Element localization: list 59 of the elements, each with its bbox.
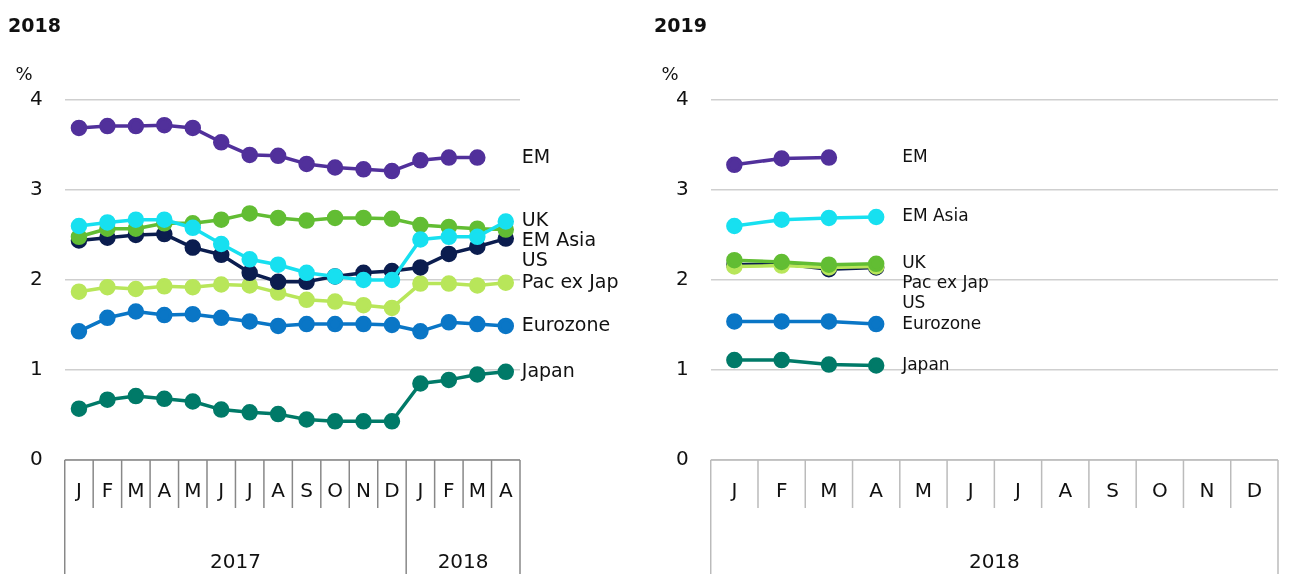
y-tick-label: 4 — [29, 86, 43, 111]
y-tick-label: 2 — [29, 266, 43, 291]
x-tick-label: O — [1151, 478, 1168, 503]
x-tick-label: O — [327, 478, 343, 503]
series-label: EM Asia — [521, 228, 597, 251]
x-tick-label: N — [1199, 478, 1215, 503]
x-tick-label: M — [127, 478, 145, 503]
y-tick-label: 2 — [675, 266, 689, 291]
y-tick-label: 1 — [29, 356, 43, 381]
series-label: US — [521, 248, 548, 271]
series-label: Japan — [520, 358, 575, 381]
text: 2018 — [437, 549, 489, 573]
text: 2018 — [968, 549, 1020, 573]
y-tick-label: 1 — [675, 356, 689, 381]
x-tick-label: M — [914, 478, 933, 503]
x-tick-label: M — [468, 478, 486, 503]
y-tick-label: 3 — [29, 176, 43, 201]
x-tick-label: A — [1058, 478, 1073, 503]
x-tick-label: A — [498, 478, 513, 503]
x-tick-label: M — [184, 478, 202, 503]
y-axis-title: % — [661, 63, 679, 84]
x-tick-label: A — [157, 478, 172, 503]
x-tick-label: J — [415, 478, 424, 503]
series-label: UK — [902, 252, 927, 273]
x-tick-label: J — [729, 478, 738, 503]
y-tick-label: 4 — [675, 86, 689, 111]
series-label: EM Asia — [902, 205, 969, 226]
x-tick-label: J — [244, 478, 253, 503]
series-label: Pac ex Jap — [902, 272, 989, 293]
y-axis-title: % — [15, 63, 33, 84]
x-tick-label: D — [384, 478, 400, 503]
x-tick-label: N — [356, 478, 371, 503]
x-tick-label: F — [775, 478, 788, 503]
series-label: Pac ex Jap — [521, 269, 619, 292]
x-tick-label: F — [101, 478, 114, 503]
y-tick-label: 0 — [675, 446, 689, 471]
series-label: Japan — [901, 353, 950, 374]
text: 2017 — [210, 549, 261, 573]
text: EM — [521, 144, 551, 167]
x-tick-label: F — [443, 478, 455, 503]
series-label: Eurozone — [521, 312, 611, 335]
x-tick-label: A — [869, 478, 884, 503]
series-label: US — [902, 292, 926, 313]
chart-title: 2019 — [654, 14, 707, 36]
x-tick-label: J — [74, 478, 82, 503]
x-tick-label: S — [1106, 478, 1119, 503]
y-tick-label: 3 — [675, 176, 689, 201]
x-tick-label: J — [1013, 478, 1021, 503]
series-label: Eurozone — [902, 312, 982, 333]
x-tick-label: S — [300, 478, 313, 503]
x-tick-label: A — [271, 478, 286, 503]
y-tick-label: 0 — [29, 446, 43, 471]
text: EM — [902, 146, 928, 167]
chart-title: 2018 — [8, 14, 61, 36]
x-tick-label: J — [965, 478, 974, 503]
x-tick-label: J — [216, 478, 225, 503]
x-tick-label: D — [1246, 478, 1263, 503]
x-tick-label: M — [820, 478, 838, 503]
series-label: UK — [521, 208, 549, 231]
